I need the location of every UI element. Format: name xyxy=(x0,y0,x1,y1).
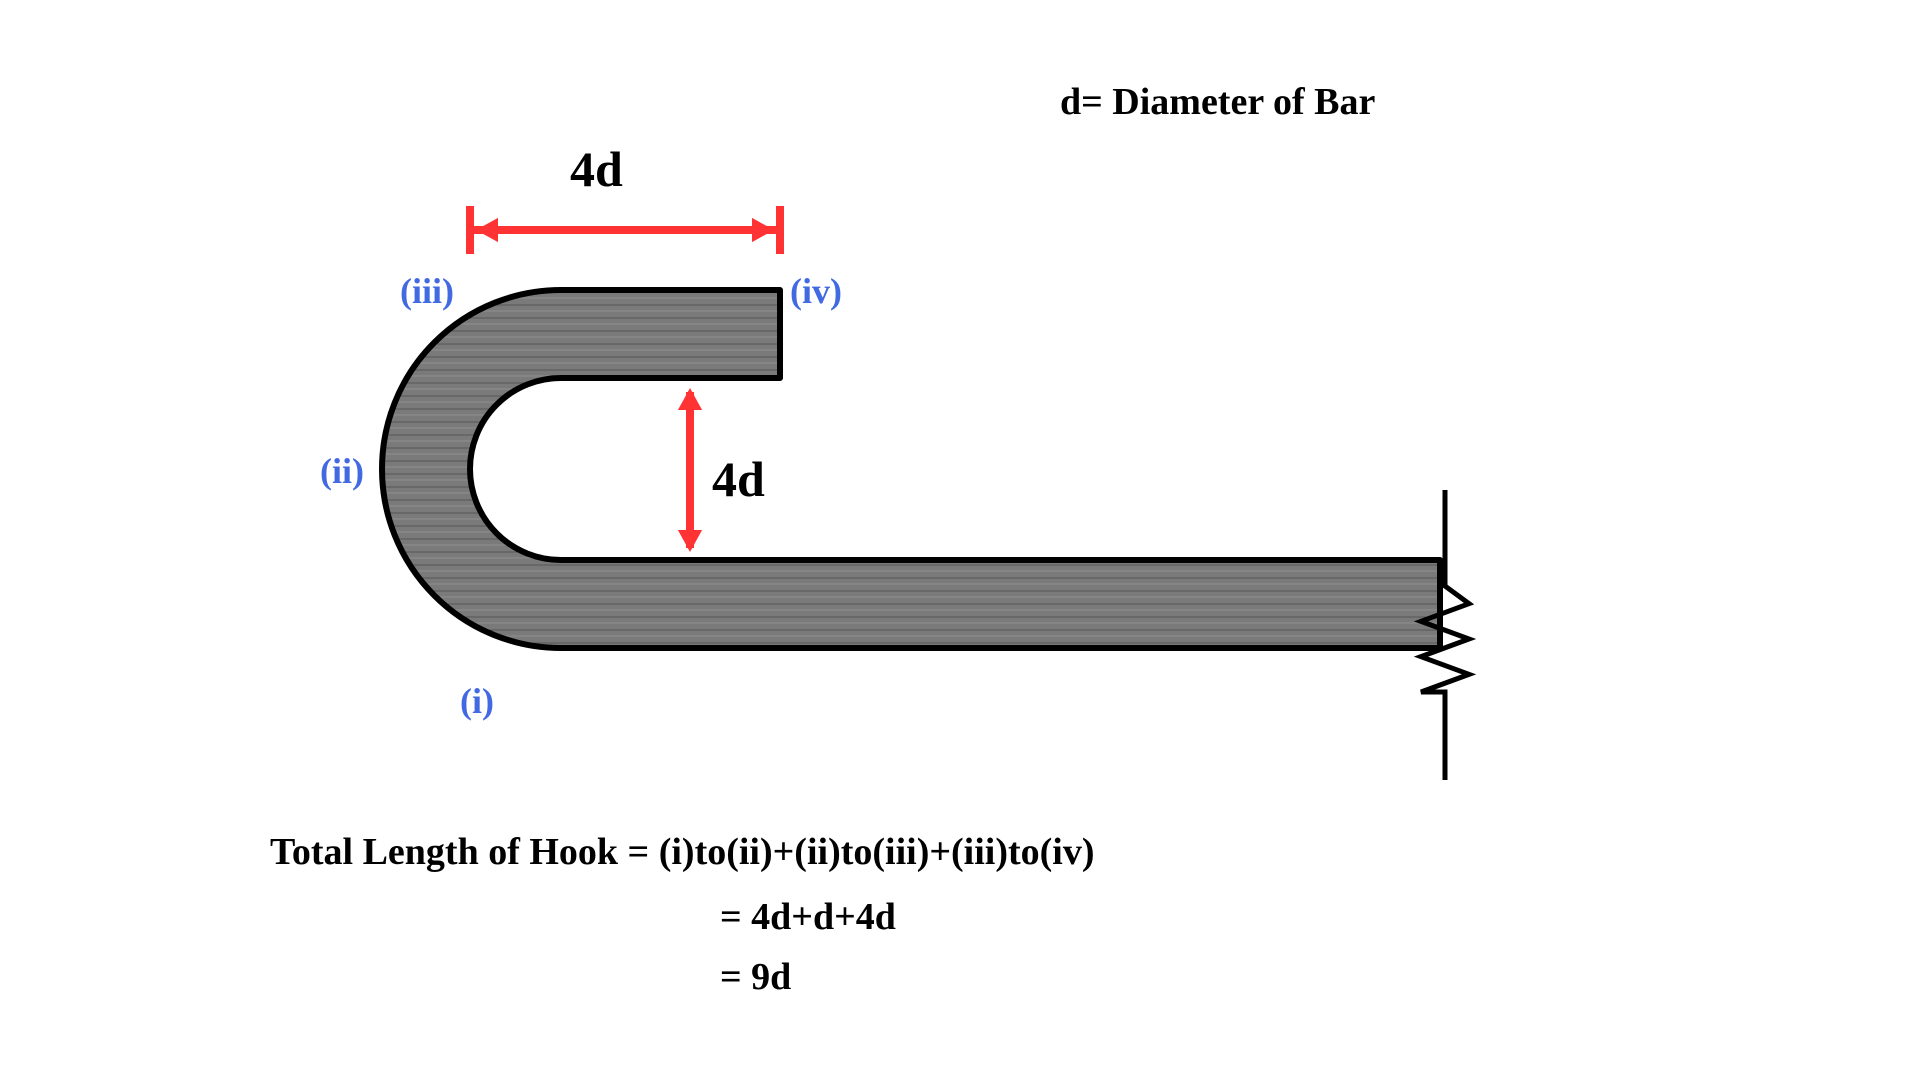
diagram-container: d= Diameter of Bar 4d 4d (i) (ii) (iii) … xyxy=(0,0,1920,1080)
point-label-iv: (iv) xyxy=(790,270,842,312)
dim-label-vertical: 4d xyxy=(712,450,765,508)
point-label-ii: (ii) xyxy=(320,450,364,492)
formula-line-1: Total Length of Hook = (i)to(ii)+(ii)to(… xyxy=(270,830,1095,874)
legend-text: d= Diameter of Bar xyxy=(1060,80,1375,124)
hook-diagram-svg xyxy=(0,0,1920,1080)
dim-label-horizontal: 4d xyxy=(570,140,623,198)
formula-line-3: = 9d xyxy=(720,955,791,999)
point-label-i: (i) xyxy=(460,680,494,722)
formula-line-2: = 4d+d+4d xyxy=(720,895,896,939)
point-label-iii: (iii) xyxy=(400,270,454,312)
